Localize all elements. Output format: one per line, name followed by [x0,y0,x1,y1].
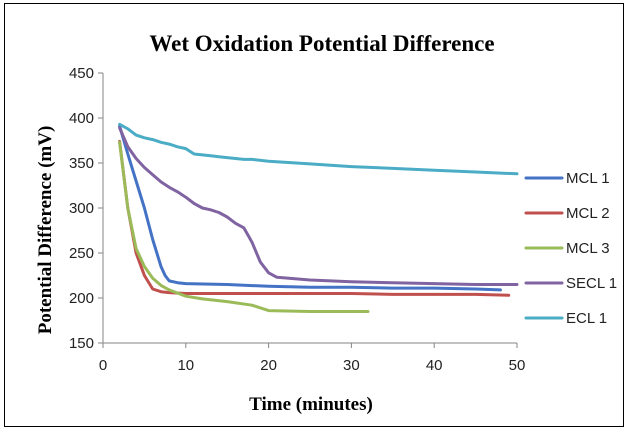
y-tick-label: 150 [69,335,94,352]
plot-area: 150 200 250 300 350 400 450 0 10 20 30 40 50 [69,65,525,374]
y-tick-label: 350 [69,155,94,172]
x-tick-label: 50 [509,357,526,374]
legend-label: MCL 3 [566,240,610,257]
y-tick-label: 400 [69,110,94,127]
x-tick-label: 20 [260,357,277,374]
series-line-secl-1 [118,126,519,286]
legend-label: MCL 1 [566,170,610,187]
series-line-mcl-1 [118,124,502,292]
x-tick-label: 30 [343,357,360,374]
x-tick-label: 0 [99,357,107,374]
y-tick-label: 450 [69,65,94,82]
y-axis-title: Potential Difference (mV) [35,126,56,335]
chart-frame [4,3,624,427]
legend-label: MCL 2 [566,205,610,222]
y-tick-label: 300 [69,200,94,217]
y-tick-label: 200 [69,290,94,307]
x-axis-title: Time (minutes) [249,394,373,415]
legend-label: ECL 1 [566,310,607,327]
x-tick-label: 10 [177,357,194,374]
series-line-mcl-3 [118,140,370,313]
legend: MCL 1 MCL 2 MCL 3 SECL 1 ECL 1 [524,170,617,327]
y-tick-label: 250 [69,245,94,262]
chart-title: Wet Oxidation Potential Difference [149,31,494,56]
x-tick-label: 40 [426,357,443,374]
series-line-mcl-2 [118,139,511,297]
legend-label: SECL 1 [566,275,617,292]
series-line-ecl-1 [118,122,519,176]
